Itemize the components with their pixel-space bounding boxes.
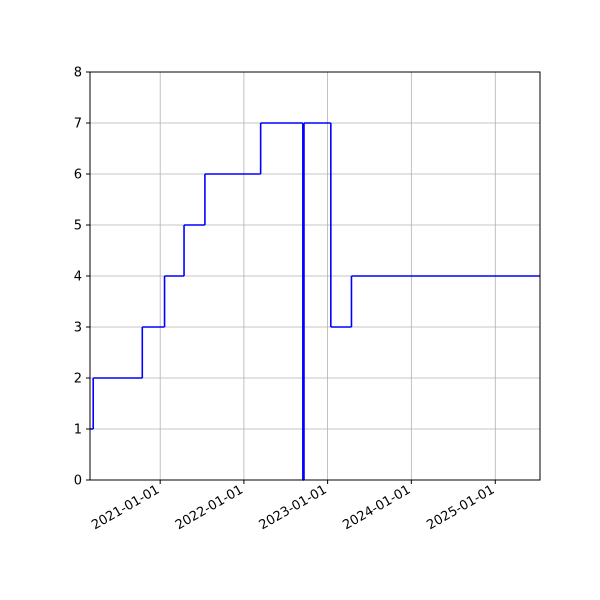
y-tick-label: 0 — [74, 474, 82, 489]
y-tick-label: 3 — [74, 321, 82, 336]
y-tick-label: 2 — [74, 372, 82, 387]
y-tick-label: 7 — [74, 117, 82, 132]
plot-data — [90, 122, 540, 481]
y-tick-label: 8 — [74, 66, 82, 81]
y-tick-label: 4 — [74, 270, 82, 285]
y-tick-label: 6 — [74, 168, 82, 183]
y-tick-label: 1 — [74, 423, 82, 438]
y-tick-label: 5 — [74, 219, 82, 234]
